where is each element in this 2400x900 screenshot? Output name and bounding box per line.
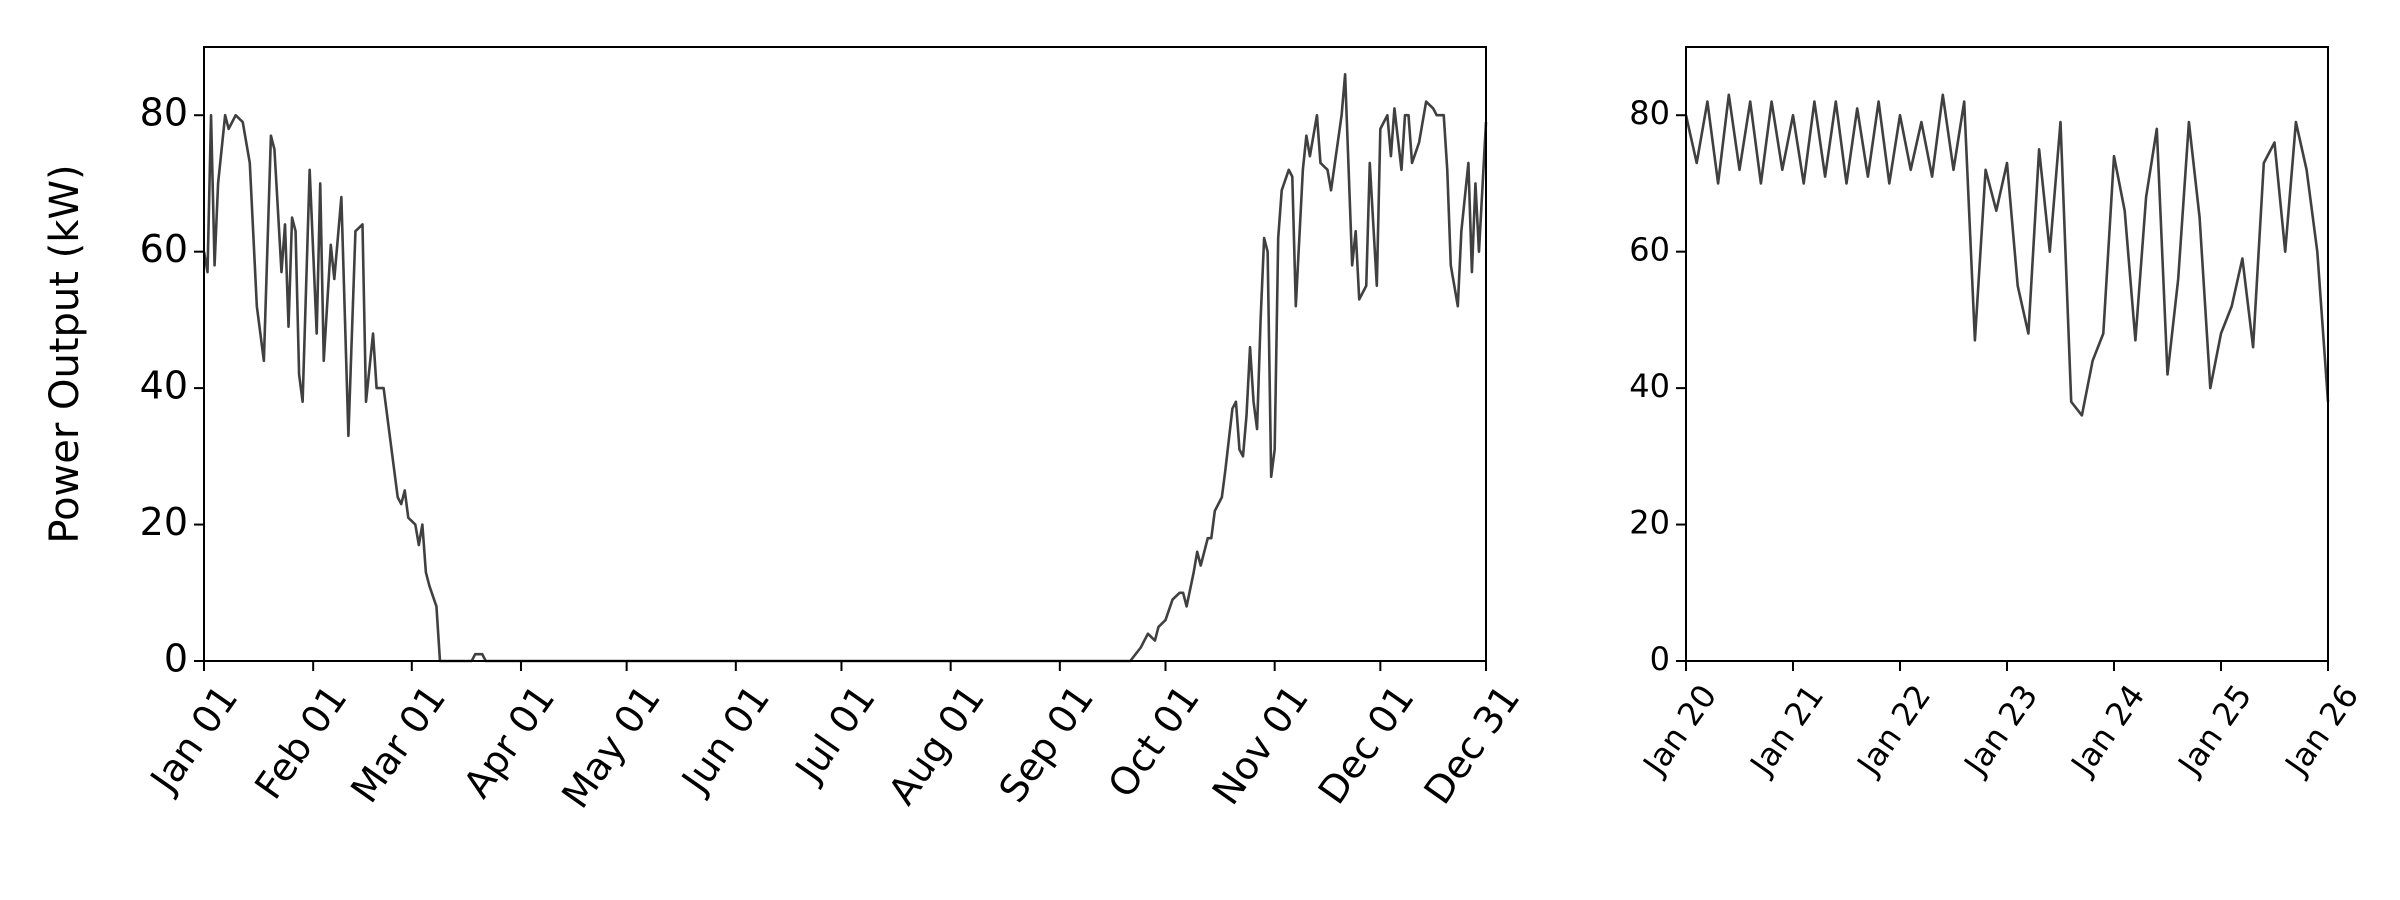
x-tick-label: Jan 20 <box>1634 678 1724 784</box>
x-tick-label: May 01 <box>553 677 669 816</box>
x-tick-label: Nov 01 <box>1204 677 1317 813</box>
data-line <box>1684 93 2330 417</box>
x-tick-label: Jan 25 <box>2169 678 2259 784</box>
y-tick-label: 20 <box>140 500 188 544</box>
plot-frame <box>1685 46 2329 662</box>
y-tick-label: 80 <box>140 91 188 135</box>
x-tick-label: Oct 01 <box>1099 677 1207 806</box>
y-axis-label: Power Output (kW) <box>42 164 88 543</box>
x-tick-label: Jun 01 <box>672 677 778 802</box>
x-tick-label: Apr 01 <box>455 677 563 806</box>
x-tick-label: Aug 01 <box>880 677 993 813</box>
y-tick-label: 60 <box>140 227 188 271</box>
x-tick-label: Jan 24 <box>2062 678 2152 784</box>
y-tick-label: 40 <box>140 364 188 408</box>
x-tick-label: Jan 21 <box>1741 678 1831 784</box>
y-tick-label: 0 <box>1650 640 1670 678</box>
x-tick-label: Jan 26 <box>2276 678 2366 784</box>
y-tick-label: 40 <box>1629 367 1670 405</box>
x-tick-label: Jan 23 <box>1955 678 2045 784</box>
data-line <box>202 72 1488 663</box>
x-tick-label: Jul 01 <box>786 677 884 791</box>
y-tick-label: 80 <box>1629 94 1670 132</box>
y-tick-label: 20 <box>1629 504 1670 542</box>
x-tick-label: Feb 01 <box>246 677 355 807</box>
x-tick-label: Mar 01 <box>342 677 454 810</box>
plot-frame <box>203 46 1487 662</box>
x-tick-label: Dec 31 <box>1415 677 1528 812</box>
x-tick-label: Dec 01 <box>1310 677 1423 812</box>
y-tick-label: 0 <box>164 637 188 681</box>
x-tick-label: Jan 01 <box>141 677 246 801</box>
x-tick-label: Jan 22 <box>1848 678 1938 784</box>
x-tick-label: Sep 01 <box>990 677 1102 810</box>
y-tick-label: 60 <box>1629 231 1670 269</box>
